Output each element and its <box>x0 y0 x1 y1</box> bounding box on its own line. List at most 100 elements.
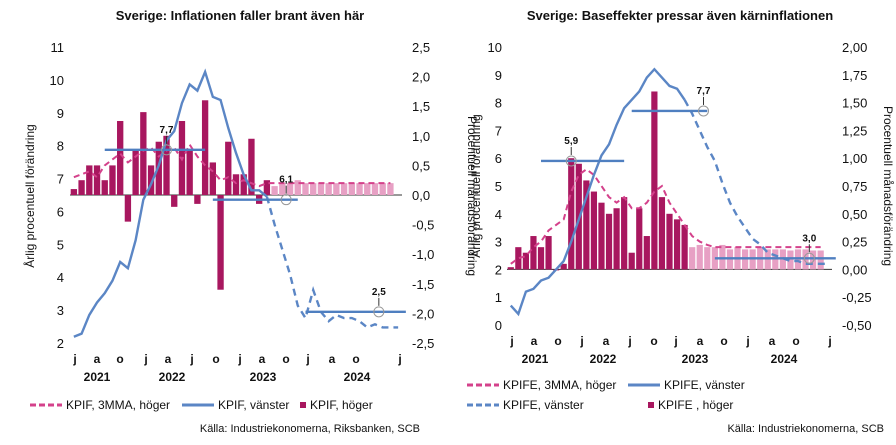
chart1-ytick-left: 8 <box>57 139 64 154</box>
chart2-legend-label: KPIFE, 3MMA, höger <box>503 378 616 392</box>
chart1-ytick-left: 5 <box>57 237 64 252</box>
chart1-annotation-marker <box>373 306 385 318</box>
chart2-forecast-bar <box>696 244 703 270</box>
chart2-ytick-right: -0,50 <box>842 318 872 333</box>
chart2-xtick-label: j <box>579 334 583 348</box>
chart1-xtick-label: o <box>282 352 289 366</box>
chart2-series-main <box>509 67 686 317</box>
chart1-bar <box>101 180 108 195</box>
chart1-xtick-label: j <box>237 352 241 366</box>
chart1-series-3mma <box>73 142 391 188</box>
chart1-annotation-label: 2,5 <box>372 287 386 298</box>
chart2-xtick-label: o <box>720 334 727 348</box>
chart1-bar <box>109 165 116 195</box>
chart2-xtick-label: j <box>627 334 631 348</box>
chart1-bar <box>201 100 209 195</box>
chart2-xtick-label: a <box>769 334 776 348</box>
chart1-bar <box>124 195 132 222</box>
chart2-ytick-left: 10 <box>488 40 502 55</box>
chart1-bar <box>93 165 101 195</box>
chart1-ytick-right: -1,5 <box>412 277 434 292</box>
chart2-xtick-label: j <box>509 334 513 348</box>
chart1-legend-swatch <box>300 402 306 408</box>
chart1-ytick-right: -2,5 <box>412 336 434 351</box>
chart2-xtick-label: o <box>650 334 657 348</box>
chart2-legend-label: KPIFE , höger <box>658 398 733 412</box>
chart2-bar <box>658 197 666 270</box>
chart1-annotation-marker <box>161 144 173 156</box>
chart2-ytick-left: 7 <box>495 123 502 138</box>
chart2-year-label: 2023 <box>682 352 709 366</box>
chart2-ytick-left: 0 <box>495 318 502 333</box>
chart1-bar <box>78 180 85 195</box>
chart2-ylabel-right: Procentuell månadsförändring <box>881 106 895 266</box>
chart2-ytick-right: 0,50 <box>842 207 867 222</box>
chart2-xtick-label: o <box>792 334 799 348</box>
chart1-bar <box>248 138 255 195</box>
chart1-forecast-bar <box>333 183 340 195</box>
chart1-forecast-bar <box>271 186 278 195</box>
chart2-xtick-label: j <box>827 334 831 348</box>
chart1-bar <box>86 165 93 195</box>
chart1-year-label: 2021 <box>84 370 111 384</box>
chart-plot-layer: 1110987654322,52,01,51,00,50,0-0,5-1,0-1… <box>30 40 872 412</box>
chart1-source: Källa: Industriekonomerna, Riksbanken, S… <box>200 423 420 435</box>
chart1-year-label: 2024 <box>344 370 371 384</box>
chart2-bar <box>522 252 529 270</box>
chart1-bar <box>117 121 124 195</box>
chart1-ytick-left: 9 <box>57 106 64 121</box>
chart1-ylabel-right: Procentuell månadsförändring <box>465 116 479 276</box>
chart2-bar <box>530 236 537 270</box>
chart1-series-forecast <box>265 196 399 329</box>
chart2-annotation-label: 7,7 <box>697 86 711 97</box>
chart2-ytick-left: 4 <box>495 207 502 222</box>
chart1-legend-label: KPIF, 3MMA, höger <box>66 398 170 412</box>
chart2-bar <box>568 158 575 270</box>
chart2-ytick-left: 5 <box>495 179 502 194</box>
chart1-xtick-label: j <box>397 352 401 366</box>
chart1-ytick-left: 11 <box>51 40 65 55</box>
chart1-bar <box>163 135 170 195</box>
chart2-bar <box>560 263 567 270</box>
chart2-bar <box>621 197 628 270</box>
chart1-bar <box>140 112 147 195</box>
chart1-forecast-bar <box>286 183 294 195</box>
chart1-forecast-bar <box>279 183 286 195</box>
chart1-ytick-right: 2,0 <box>412 70 430 85</box>
chart2-legend-label: KPIFE, vänster <box>503 398 584 412</box>
chart2-xtick-label: a <box>697 334 704 348</box>
chart1-annotation-label: 7,7 <box>160 125 174 136</box>
chart2-ytick-left: 3 <box>495 235 502 250</box>
chart1-forecast-bar <box>371 183 379 195</box>
chart1-bar <box>232 174 240 195</box>
chart1-ylabel-left: Årlig procentuell förändring <box>22 124 37 267</box>
chart2-xtick-label: j <box>673 334 677 348</box>
chart2-bar <box>605 213 613 270</box>
chart1-xtick-label: o <box>212 352 219 366</box>
chart2-ytick-left: 8 <box>495 96 502 111</box>
chart1-bar <box>217 195 224 290</box>
chart1-xtick-label: a <box>94 352 101 366</box>
chart2-forecast-bar <box>787 250 794 270</box>
chart2-xtick-label: o <box>554 334 561 348</box>
chart2-series-forecast <box>683 99 829 266</box>
chart1-year-label: 2022 <box>159 370 186 384</box>
chart2-annotation-marker <box>565 155 577 167</box>
chart1-xtick-label: o <box>116 352 123 366</box>
chart2-ytick-left: 1 <box>495 290 502 305</box>
chart1-forecast-bar <box>302 183 309 195</box>
chart1-forecast-bar <box>317 183 325 195</box>
chart2-ytick-left: 2 <box>495 262 502 277</box>
chart1-forecast-bar <box>387 183 394 195</box>
chart1-forecast-bar <box>340 183 348 195</box>
chart1-bar <box>194 195 201 204</box>
chart1-bar <box>209 162 217 195</box>
chart2-bar <box>666 213 673 270</box>
chart2-forecast-bar <box>810 250 817 270</box>
chart1-xtick-label: j <box>143 352 147 366</box>
chart1-bar <box>225 141 232 195</box>
chart1-ytick-right: -0,5 <box>412 218 434 233</box>
chart2-bar <box>537 247 545 270</box>
chart2-bar <box>583 180 590 270</box>
chart1-ytick-right: 0,0 <box>412 188 430 203</box>
